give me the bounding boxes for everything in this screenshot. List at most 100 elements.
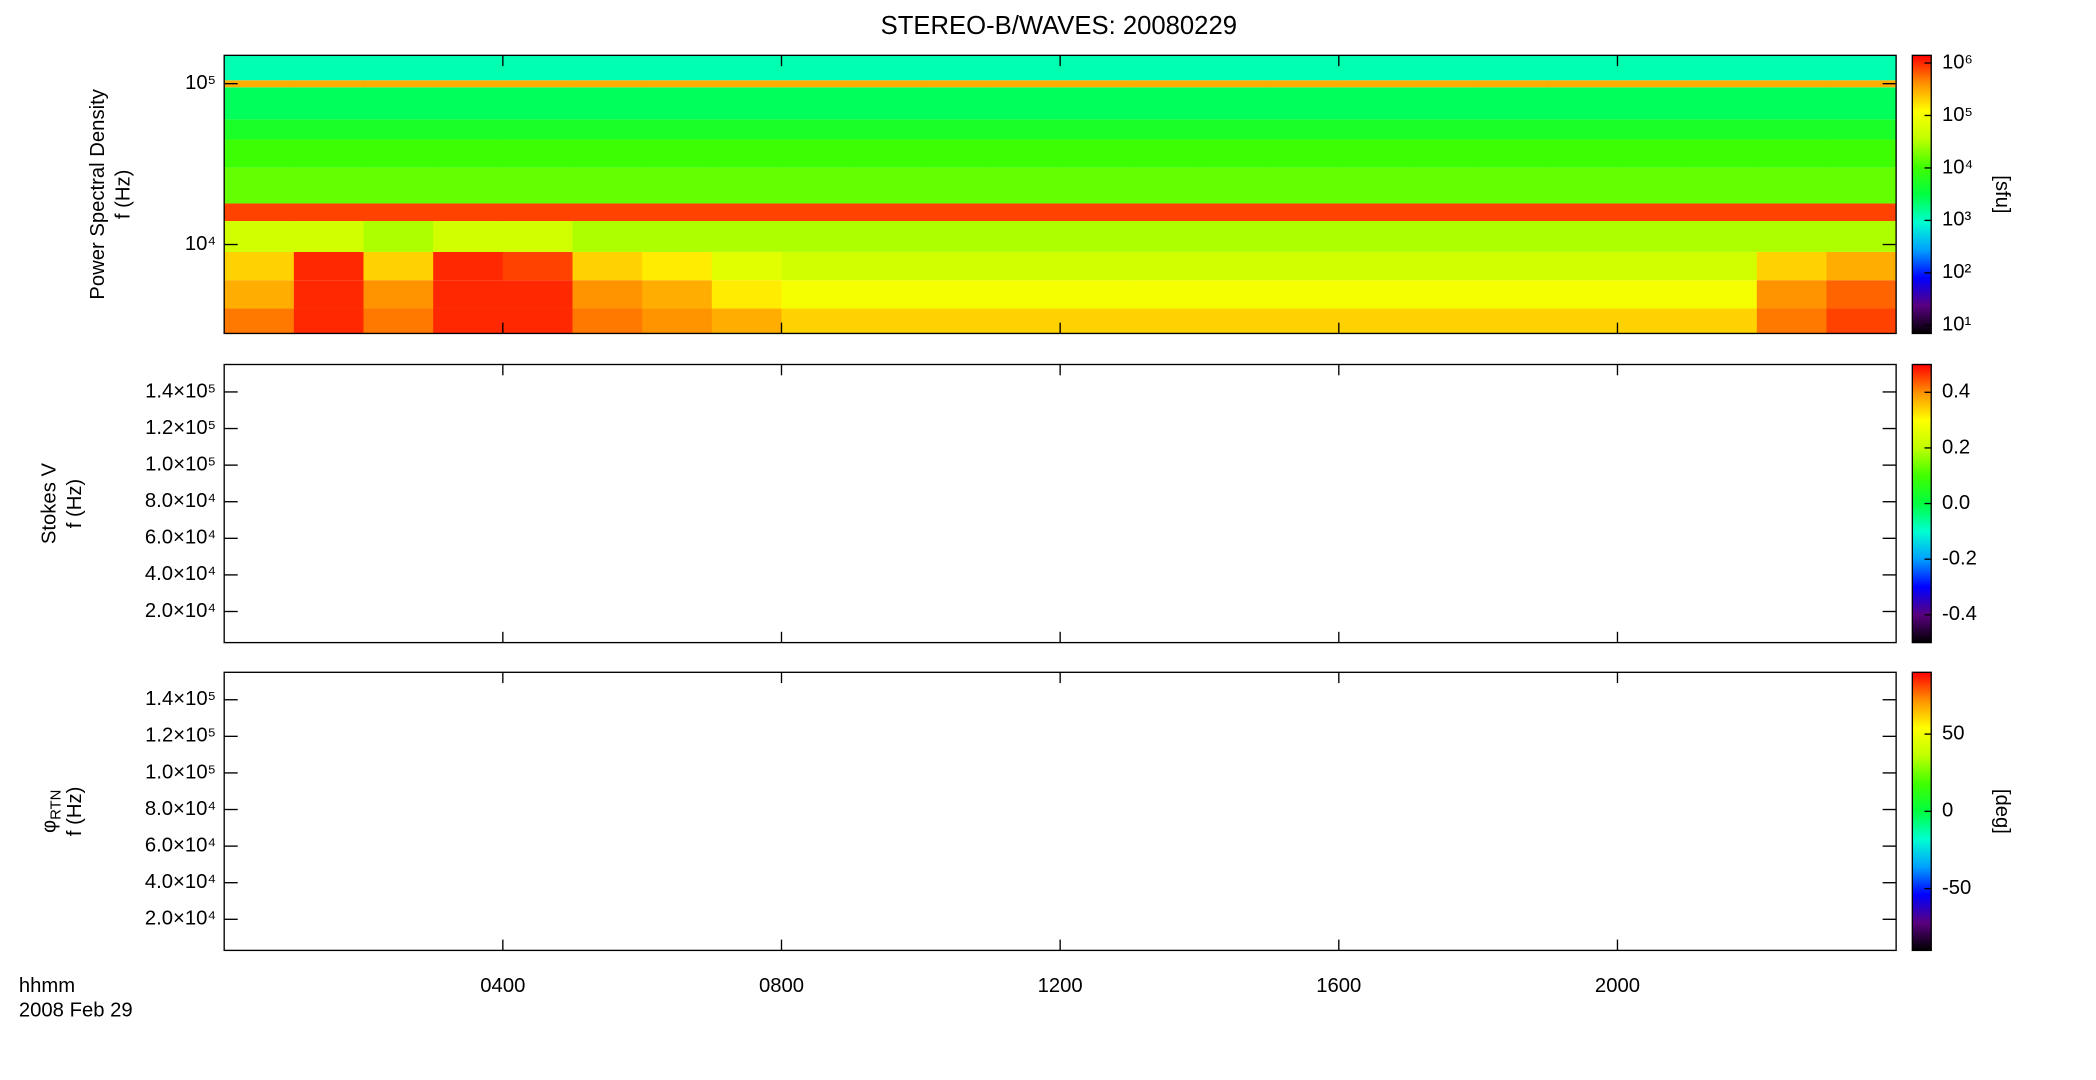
heatmap-cell xyxy=(1478,203,1549,222)
heatmap-cell xyxy=(1408,87,1479,120)
heatmap-cell xyxy=(711,80,783,88)
heatmap-cell xyxy=(990,280,1061,309)
heatmap-cell xyxy=(1687,55,1758,81)
y-axis-label: f (Hz) xyxy=(64,787,86,836)
heatmap-cell xyxy=(1617,139,1688,168)
x-tick-label: 1600 xyxy=(1316,975,1361,997)
heatmap-cell xyxy=(1617,280,1688,309)
heatmap-cell xyxy=(1478,80,1549,88)
heatmap-cell xyxy=(1269,139,1340,168)
heatmap-cell xyxy=(1547,87,1619,120)
heatmap-cell xyxy=(1687,80,1758,88)
heatmap-cell xyxy=(363,55,434,81)
heatmap-cell xyxy=(851,280,922,309)
heatmap-cell xyxy=(990,139,1061,168)
heatmap-cell xyxy=(572,139,643,168)
heatmap-cell xyxy=(711,280,783,309)
heatmap-cell xyxy=(1199,80,1270,88)
heatmap-cell xyxy=(1199,119,1270,140)
heatmap-cell xyxy=(502,308,574,334)
heatmap-cell xyxy=(920,203,992,222)
heatmap-cell xyxy=(711,308,783,334)
heatmap-cell xyxy=(1756,167,1828,204)
y-tick-label: 1.2×10⁵ xyxy=(145,725,216,747)
heatmap-cell xyxy=(1060,221,1131,252)
heatmap-cell xyxy=(293,221,365,252)
heatmap-cell xyxy=(502,119,574,140)
heatmap-cell xyxy=(781,167,852,204)
heatmap-cell xyxy=(1338,167,1410,204)
heatmap-cell xyxy=(363,119,434,140)
heatmap-cell xyxy=(1617,221,1688,252)
heatmap-cell xyxy=(1478,251,1549,281)
y-tick-label: 1.4×10⁵ xyxy=(145,688,216,710)
heatmap-cell xyxy=(1199,308,1270,334)
heatmap-cell xyxy=(1478,167,1549,204)
heatmap-cell xyxy=(1338,251,1410,281)
heatmap-cell xyxy=(851,308,922,334)
heatmap-cell xyxy=(642,221,713,252)
heatmap-cell xyxy=(1756,139,1828,168)
heatmap-cell xyxy=(502,203,574,222)
heatmap-cell xyxy=(1687,203,1758,222)
heatmap-cell xyxy=(502,80,574,88)
heatmap-cell xyxy=(572,308,643,334)
heatmap-cell xyxy=(293,167,365,204)
heatmap-cell xyxy=(1687,167,1758,204)
heatmap-cell xyxy=(1269,55,1340,81)
heatmap-cell xyxy=(293,80,365,88)
heatmap-cell xyxy=(1478,221,1549,252)
heatmap-cell xyxy=(1060,55,1131,81)
heatmap-cell xyxy=(1547,280,1619,309)
y-axis-label-subscript: RTN xyxy=(49,790,65,820)
heatmap-cell xyxy=(1060,308,1131,334)
heatmap-cell xyxy=(1408,119,1479,140)
heatmap-cell xyxy=(293,139,365,168)
heatmap-cell xyxy=(1338,80,1410,88)
heatmap-cell xyxy=(990,308,1061,334)
heatmap-cell xyxy=(1269,119,1340,140)
heatmap-cell xyxy=(920,55,992,81)
heatmap-cell xyxy=(224,308,295,334)
x-tick-label: 0400 xyxy=(480,975,525,997)
heatmap-cell xyxy=(1756,203,1828,222)
y-tick-label: 6.0×10⁴ xyxy=(145,527,216,549)
heatmap-cell xyxy=(224,119,295,140)
heatmap-cell xyxy=(572,55,643,81)
heatmap-cell xyxy=(851,87,922,120)
colorbar-tick-label: 10¹ xyxy=(1942,314,1972,336)
heatmap-cell xyxy=(990,87,1061,120)
heatmap-cell xyxy=(1826,221,1897,252)
x-tick-label: 2000 xyxy=(1595,975,1640,997)
heatmap-cell xyxy=(433,251,504,281)
heatmap-cell xyxy=(1547,55,1619,81)
heatmap-cell xyxy=(502,167,574,204)
heatmap-cell xyxy=(851,119,922,140)
heatmap-cell xyxy=(781,221,852,252)
heatmap-cell xyxy=(1617,55,1688,81)
colorbar-tick-label: -0.4 xyxy=(1942,603,1977,625)
heatmap-cell xyxy=(1408,80,1479,88)
heatmap-cell xyxy=(224,80,295,88)
y-tick-label: 10⁵ xyxy=(185,72,216,94)
heatmap-cell xyxy=(293,119,365,140)
heatmap-cell xyxy=(1408,251,1479,281)
heatmap-cell xyxy=(1060,167,1131,204)
heatmap-cell xyxy=(1060,203,1131,222)
heatmap-cell xyxy=(990,55,1061,81)
colorbar-tick-label: 0.0 xyxy=(1942,492,1970,514)
heatmap-cell xyxy=(1826,280,1897,309)
heatmap-cell xyxy=(1547,203,1619,222)
heatmap-cell xyxy=(572,167,643,204)
heatmap-cell xyxy=(433,203,504,222)
heatmap-cell xyxy=(1478,55,1549,81)
heatmap-cell xyxy=(1269,80,1340,88)
heatmap-cell xyxy=(781,203,852,222)
heatmap-cell xyxy=(711,251,783,281)
heatmap-cell xyxy=(224,167,295,204)
heatmap-cell xyxy=(1687,280,1758,309)
heatmap-cell xyxy=(1547,167,1619,204)
heatmap-cell xyxy=(1269,251,1340,281)
heatmap-cell xyxy=(363,139,434,168)
heatmap-cell xyxy=(1199,203,1270,222)
